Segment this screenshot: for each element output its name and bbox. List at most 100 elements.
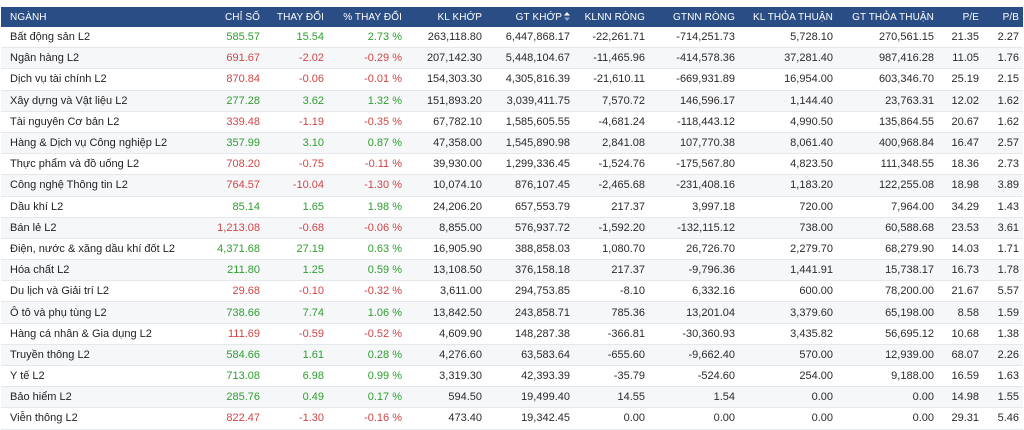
sector-name[interactable]: Hóa chất L2 [1, 259, 201, 282]
matched-volume: 594.50 [406, 386, 486, 409]
pb-ratio: 2.73 [983, 153, 1023, 176]
matched-value: 148,287.38 [486, 323, 574, 345]
table-row[interactable]: Điện, nước & xăng dầu khí đốt L2 4,371.68… [1, 238, 1023, 261]
foreign-net-value: 1.54 [649, 386, 739, 409]
pe-ratio: 8.58 [938, 301, 983, 324]
negotiated-value: 603,346.70 [837, 68, 938, 91]
sector-name[interactable]: Truyền thông L2 [1, 344, 201, 367]
percent-change: -1.30 % [328, 174, 406, 197]
foreign-net-volume: 14.55 [574, 386, 649, 409]
column-header-gt-khớp[interactable]: GT KHỚP [486, 7, 574, 27]
pe-ratio: 14.98 [938, 386, 983, 409]
column-header-thay-đổi[interactable]: THAY ĐỔI [264, 7, 328, 27]
column-header-gtnn-ròng[interactable]: GTNN RÒNG [649, 7, 739, 27]
column-header-kl-khớp[interactable]: KL KHỚP [406, 7, 486, 27]
sector-name[interactable]: Công nghệ Thông tin L2 [1, 174, 201, 197]
percent-change: 1.32 % [328, 90, 406, 112]
table-row[interactable]: Xây dựng và Vật liệu L2 277.28 3.62 1.32 % 1… [1, 90, 1023, 112]
negotiated-volume: 600.00 [739, 280, 837, 303]
sector-name[interactable]: Dầu khí L2 [1, 196, 201, 218]
negotiated-value: 111,348.55 [837, 153, 938, 176]
pe-ratio: 25.19 [938, 68, 983, 91]
table-row[interactable]: Bán lẻ L2 1,213.08 -0.68 -0.06 % 8,855.00 576… [1, 217, 1023, 239]
percent-change: 1.98 % [328, 196, 406, 218]
pb-ratio: 1.62 [983, 90, 1023, 112]
index-value: 277.28 [201, 90, 264, 112]
column-header-klnn-ròng[interactable]: KLNN RÒNG [574, 7, 649, 27]
pb-ratio: 1.62 [983, 111, 1023, 133]
foreign-net-volume: -22,261.71 [574, 27, 649, 49]
matched-volume: 4,609.90 [406, 323, 486, 345]
table-row[interactable]: Viễn thông L2 822.47 -1.30 -0.16 % 473.40 19,… [1, 407, 1023, 430]
table-row[interactable]: Công nghệ Thông tin L2 764.57 -10.04 -1.30 … [1, 174, 1023, 197]
sector-name[interactable]: Du lịch và Giải trí L2 [1, 280, 201, 303]
table-row[interactable]: Truyền thông L2 584.66 1.61 0.28 % 4,276.60 6… [1, 344, 1023, 367]
matched-value: 1,545,890.98 [486, 132, 574, 155]
foreign-net-value: 0.00 [649, 407, 739, 430]
sector-name[interactable]: Bất động sản L2 [1, 27, 201, 49]
matched-value: 576,937.72 [486, 217, 574, 239]
change-value: 0.49 [264, 386, 328, 409]
matched-value: 876,107.45 [486, 174, 574, 197]
matched-value: 388,858.03 [486, 238, 574, 261]
sector-name[interactable]: Viễn thông L2 [1, 407, 201, 430]
change-value: 3.62 [264, 90, 328, 112]
change-value: 27.19 [264, 238, 328, 261]
matched-value: 1,299,336.45 [486, 153, 574, 176]
pb-ratio: 3.61 [983, 217, 1023, 239]
sector-name[interactable]: Thực phẩm và đồ uống L2 [1, 153, 201, 176]
index-value: 285.76 [201, 386, 264, 409]
sector-name[interactable]: Tài nguyên Cơ bản L2 [1, 111, 201, 133]
column-header-p-e[interactable]: P/E [938, 7, 983, 27]
foreign-net-volume: -366.81 [574, 323, 649, 345]
table-row[interactable]: Du lịch và Giải trí L2 29.68 -0.10 -0.32 % 3… [1, 280, 1023, 303]
pb-ratio: 5.46 [983, 407, 1023, 430]
table-row[interactable]: Hàng cá nhân & Gia dụng L2 111.69 -0.59 -0.… [1, 323, 1023, 345]
table-row[interactable]: Ô tô và phụ tùng L2 738.66 7.74 1.06 % 13,84… [1, 301, 1023, 324]
percent-change: -0.06 % [328, 217, 406, 239]
negotiated-volume: 2,279.70 [739, 238, 837, 261]
foreign-net-value: -669,931.89 [649, 68, 739, 91]
table-row[interactable]: Hóa chất L2 211.80 1.25 0.59 % 13,108.50 376,… [1, 259, 1023, 282]
column-header-chỉ-số[interactable]: CHỈ SỐ [201, 7, 264, 27]
pb-ratio: 5.57 [983, 280, 1023, 303]
pe-ratio: 11.05 [938, 47, 983, 70]
sector-name[interactable]: Bán lẻ L2 [1, 217, 201, 239]
sector-name[interactable]: Ngân hàng L2 [1, 47, 201, 70]
column-header-thay-đổi[interactable]: % THAY ĐỔI [328, 7, 406, 27]
foreign-net-value: -231,408.16 [649, 174, 739, 197]
sector-name[interactable]: Y tế L2 [1, 365, 201, 388]
column-header-ngành[interactable]: NGÀNH [1, 7, 201, 27]
table-row[interactable]: Dầu khí L2 85.14 1.65 1.98 % 24,206.20 657,55… [1, 196, 1023, 218]
sector-name[interactable]: Hàng cá nhân & Gia dụng L2 [1, 323, 201, 345]
table-row[interactable]: Hàng & Dịch vụ Công nghiệp L2 357.99 3.10 0… [1, 132, 1023, 155]
matched-volume: 4,276.60 [406, 344, 486, 367]
sort-arrows-icon[interactable] [564, 12, 570, 22]
foreign-net-volume: 217.37 [574, 259, 649, 282]
sector-name[interactable]: Hàng & Dịch vụ Công nghiệp L2 [1, 132, 201, 155]
percent-change: -0.32 % [328, 280, 406, 303]
matched-volume: 47,358.00 [406, 132, 486, 155]
sector-name[interactable]: Bảo hiểm L2 [1, 386, 201, 409]
column-header-gt-thỏa-thuận[interactable]: GT THỎA THUẬN [837, 7, 938, 27]
column-header-label: GT KHỚP [515, 11, 562, 23]
foreign-net-value: 3,997.18 [649, 196, 739, 218]
sector-name[interactable]: Điện, nước & xăng dầu khí đốt L2 [1, 238, 201, 261]
table-row[interactable]: Dịch vụ tài chính L2 870.84 -0.06 -0.01 % 15… [1, 68, 1023, 91]
table-row[interactable]: Tài nguyên Cơ bản L2 339.48 -1.19 -0.35 % 67… [1, 111, 1023, 133]
matched-volume: 10,074.10 [406, 174, 486, 197]
column-header-kl-thỏa-thuận[interactable]: KL THỎA THUẬN [739, 7, 837, 27]
table-row[interactable]: Bất động sản L2 585.57 15.54 2.73 % 263,118.… [1, 27, 1023, 49]
table-row[interactable]: Bảo hiểm L2 285.76 0.49 0.17 % 594.50 19,499.… [1, 386, 1023, 409]
column-header-p-b[interactable]: P/B [983, 7, 1023, 27]
negotiated-value: 9,188.00 [837, 365, 938, 388]
percent-change: 0.63 % [328, 238, 406, 261]
table-row[interactable]: Thực phẩm và đồ uống L2 708.20 -0.75 -0.11 … [1, 153, 1023, 176]
table-row[interactable]: Ngân hàng L2 691.67 -2.02 -0.29 % 207,142.30… [1, 47, 1023, 70]
table-row[interactable]: Y tế L2 713.08 6.98 0.99 % 3,319.30 42,393.39… [1, 365, 1023, 388]
sector-name[interactable]: Dịch vụ tài chính L2 [1, 68, 201, 91]
sector-name[interactable]: Xây dựng và Vật liệu L2 [1, 90, 201, 112]
foreign-net-value: 6,332.16 [649, 280, 739, 303]
matched-volume: 67,782.10 [406, 111, 486, 133]
sector-name[interactable]: Ô tô và phụ tùng L2 [1, 301, 201, 324]
